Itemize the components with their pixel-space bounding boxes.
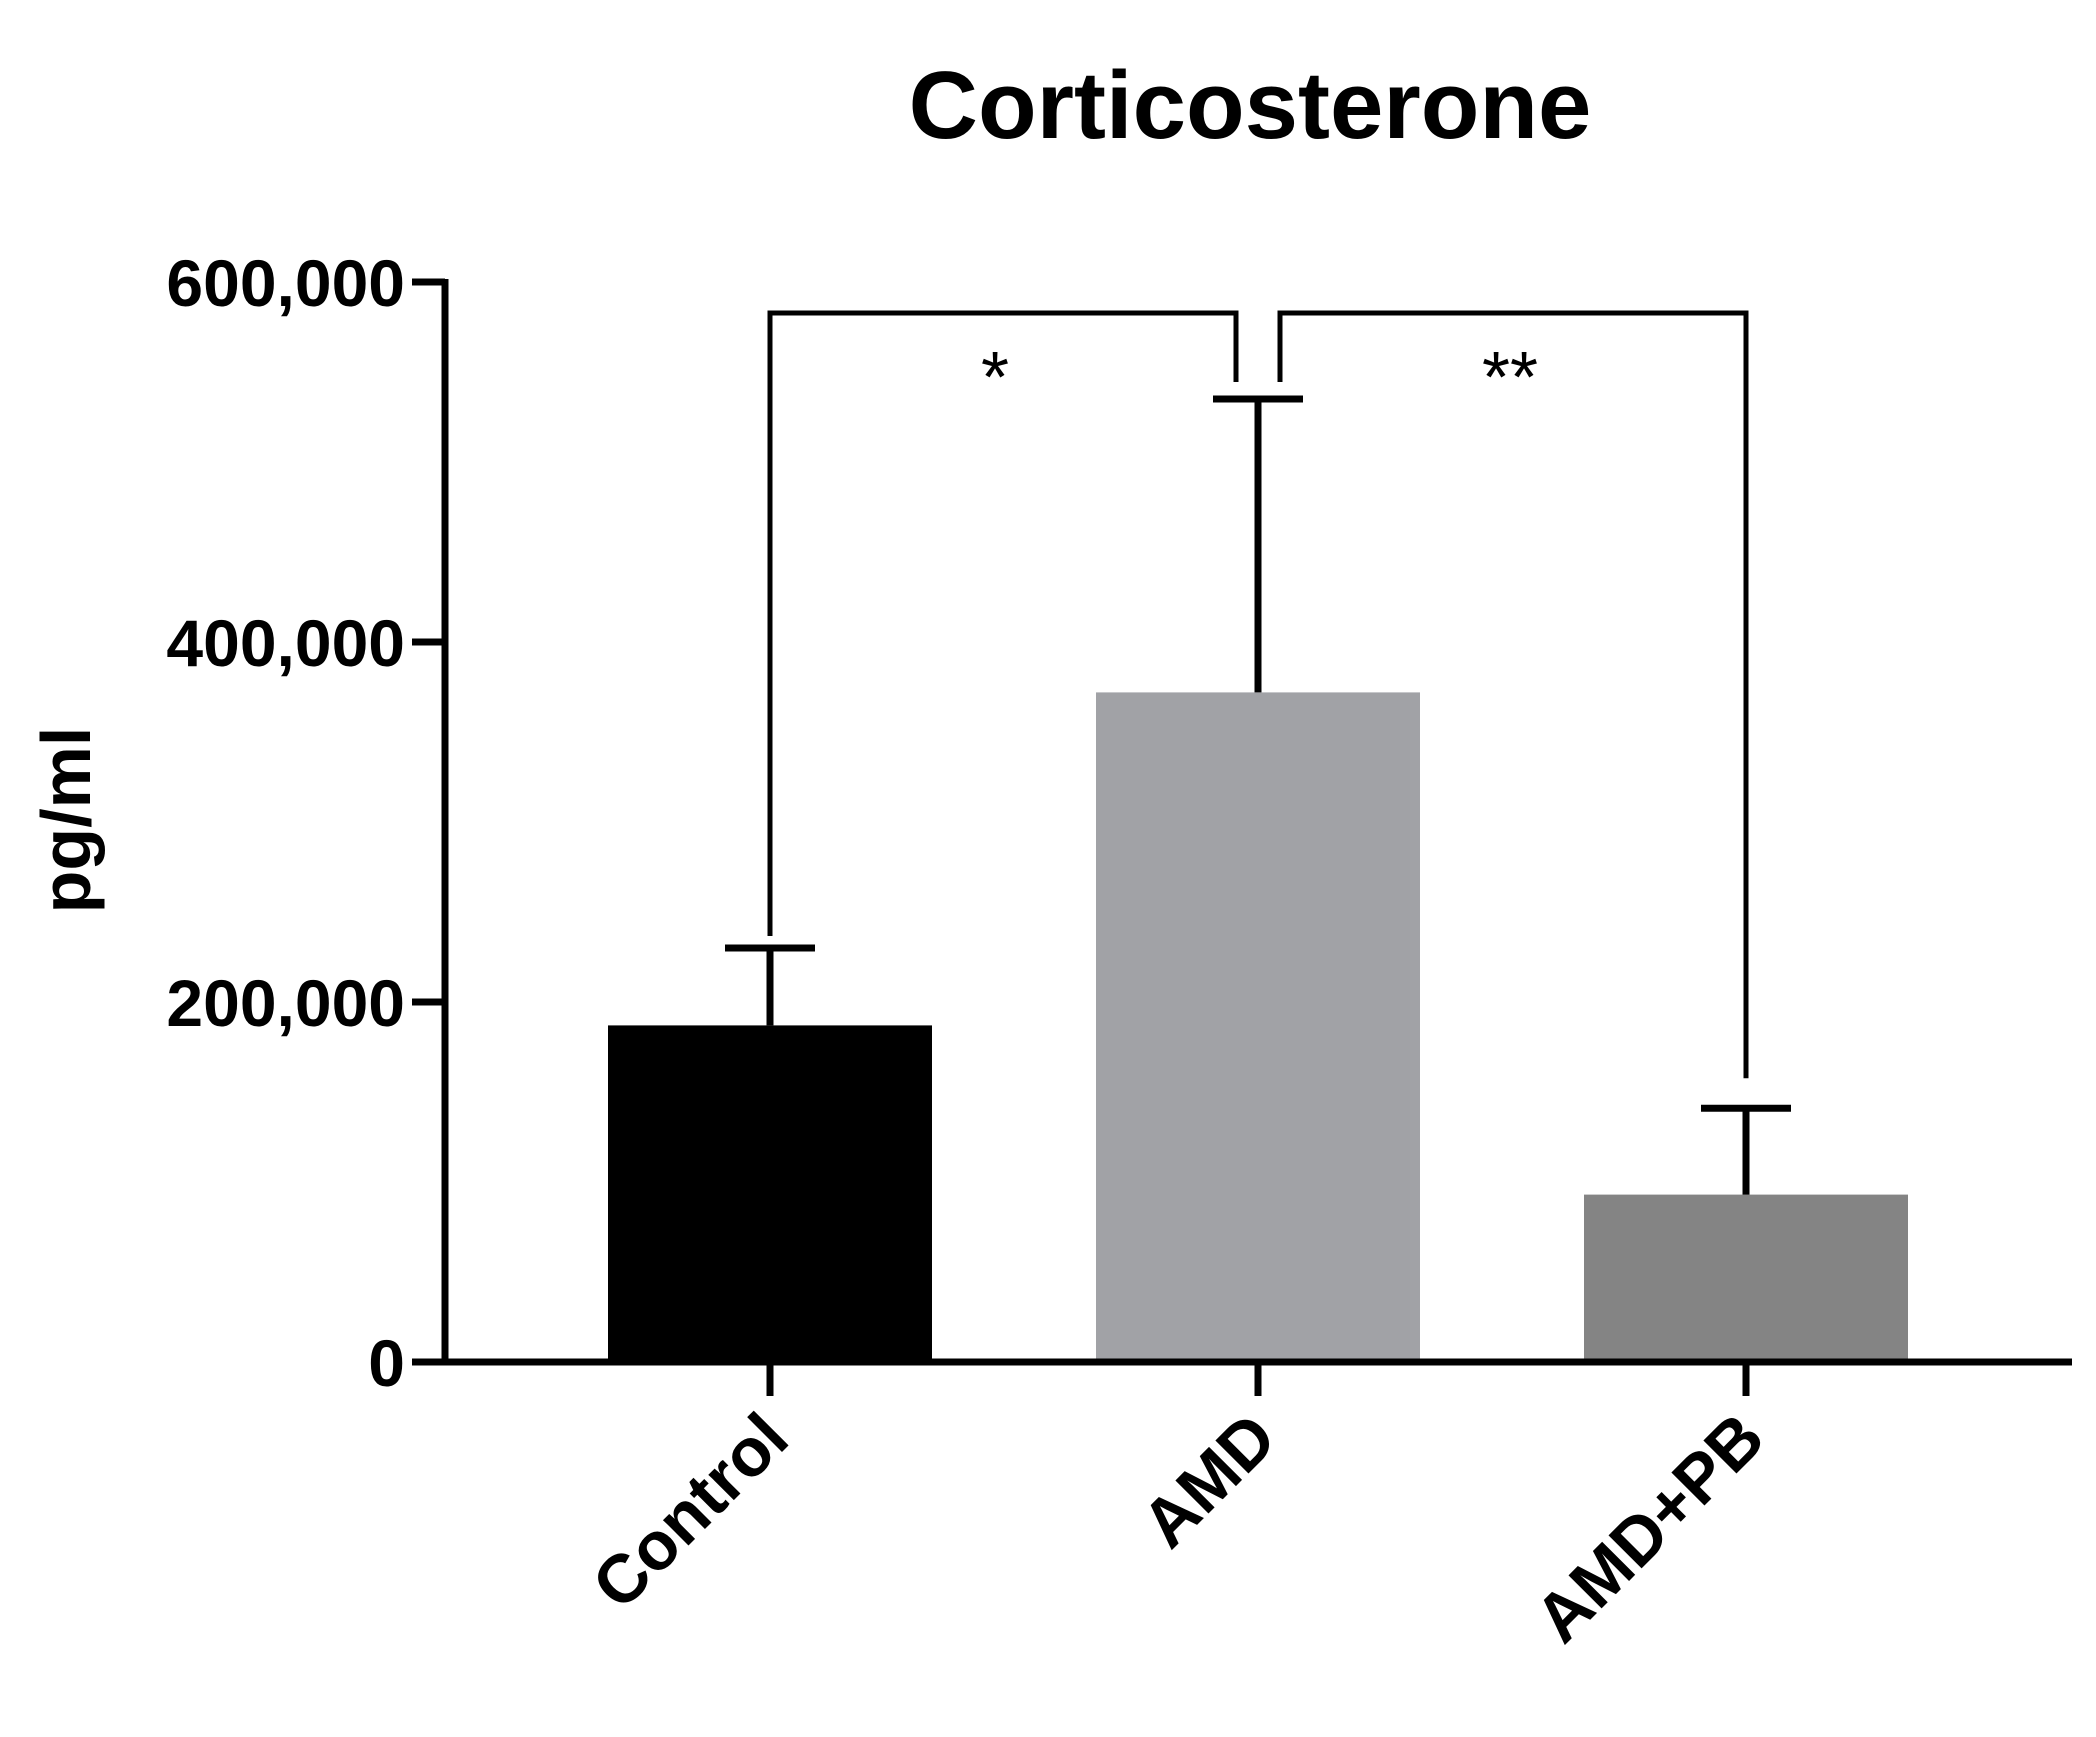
- y-tick-label: 200,000: [166, 966, 405, 1040]
- significance-bracket: [1277, 310, 1749, 1079]
- bar-amd-pb: [1584, 1194, 1908, 1362]
- chart-title: Corticosterone: [909, 52, 1592, 159]
- bar-control: [608, 1025, 932, 1362]
- y-tick-label: 0: [368, 1326, 405, 1400]
- significance-bracket: [767, 310, 1239, 936]
- y-tick-label: 600,000: [166, 246, 405, 320]
- x-tick-label: AMD: [1127, 1399, 1290, 1562]
- significance-label: **: [1482, 338, 1538, 418]
- y-tick-label: 400,000: [166, 606, 405, 680]
- x-tick-label: AMD+PB: [1520, 1399, 1778, 1657]
- significance-label: *: [981, 338, 1009, 418]
- x-tick-label: Control: [578, 1399, 803, 1624]
- bar-amd: [1096, 692, 1420, 1362]
- y-axis-label: pg/ml: [27, 727, 105, 914]
